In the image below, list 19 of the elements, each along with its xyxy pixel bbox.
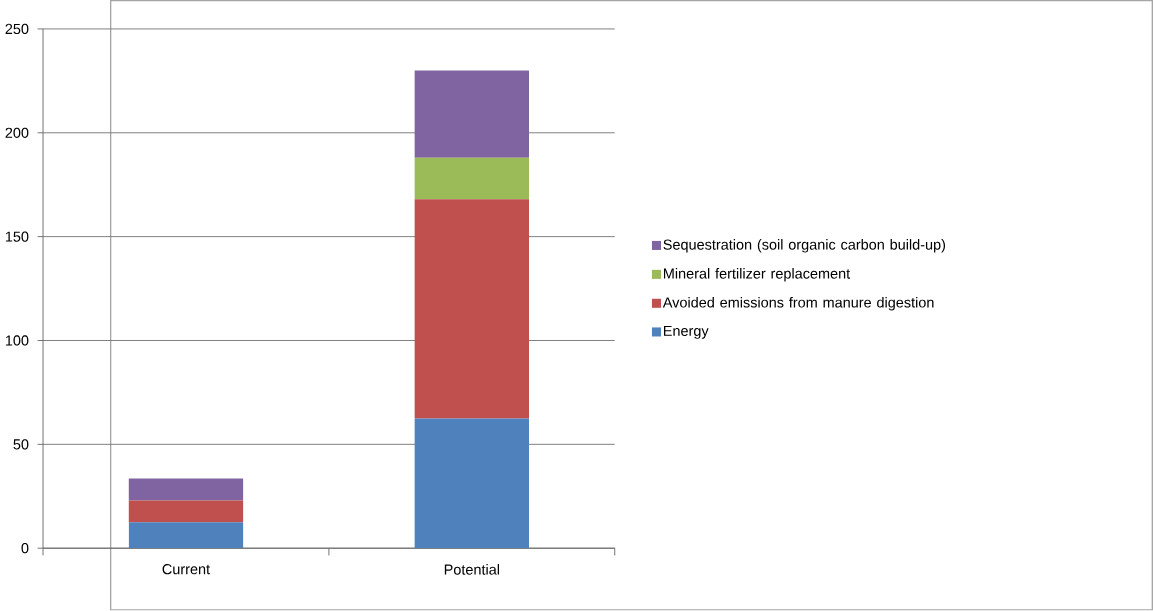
legend-label: Avoided emissions from manure digestion: [662, 297, 934, 311]
bar: [128, 478, 244, 501]
y-tick-label: 250: [5, 24, 29, 35]
y-tick-label: 50: [13, 439, 29, 450]
legend-label: Sequestration (soil organic carbon build-up): [663, 239, 946, 253]
y-tick-label: 200: [5, 127, 29, 139]
bar: [414, 418, 529, 549]
bar: [128, 500, 244, 523]
legend-label: Energy: [663, 326, 709, 340]
bar: [414, 157, 529, 200]
y-tick-label: 100: [5, 335, 29, 346]
x-tick-label: Current: [162, 564, 210, 575]
bar: [128, 522, 244, 549]
x-tick-label: Potential: [444, 564, 500, 575]
bar: [414, 70, 529, 158]
legend-label: Mineral fertilizer replacement: [663, 268, 851, 282]
y-tick-label: 150: [5, 231, 29, 242]
y-tick-label: 0: [21, 543, 29, 554]
bar: [414, 199, 529, 419]
